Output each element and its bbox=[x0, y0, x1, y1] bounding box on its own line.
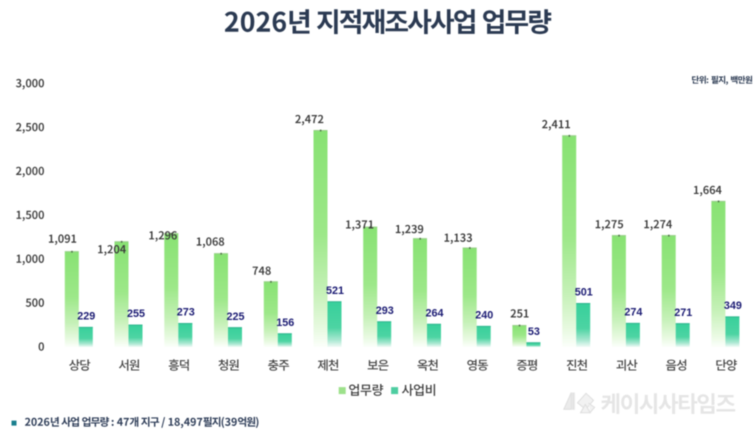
svg-text:501: 501 bbox=[575, 287, 593, 299]
svg-text:271: 271 bbox=[674, 307, 692, 319]
svg-text:521: 521 bbox=[326, 285, 344, 297]
svg-text:240: 240 bbox=[475, 310, 493, 322]
svg-text:293: 293 bbox=[376, 305, 394, 317]
svg-text:255: 255 bbox=[127, 308, 145, 320]
svg-text:229: 229 bbox=[77, 311, 95, 323]
svg-text:264: 264 bbox=[425, 307, 443, 319]
svg-text:156: 156 bbox=[276, 317, 294, 329]
svg-text:273: 273 bbox=[177, 307, 195, 319]
svg-text:349: 349 bbox=[724, 300, 742, 312]
svg-text:274: 274 bbox=[624, 307, 642, 319]
svg-text:225: 225 bbox=[226, 311, 244, 323]
svg-text:53: 53 bbox=[528, 326, 540, 338]
